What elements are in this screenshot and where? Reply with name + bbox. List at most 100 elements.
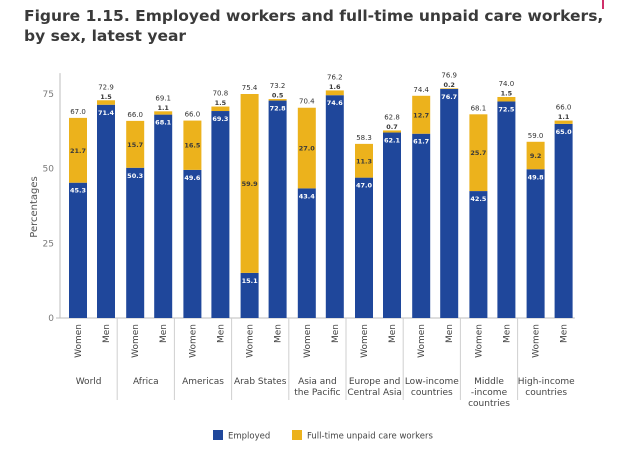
bar-unpaid-care [297, 107, 316, 189]
bar-employed [297, 188, 316, 318]
bar-employed [497, 101, 516, 318]
data-label-total: 59.0 [528, 132, 544, 140]
data-label-employed: 43.4 [299, 192, 316, 200]
bar-unpaid-care [325, 90, 344, 96]
data-label-employed: 42.5 [470, 195, 487, 203]
bar-unpaid-care [440, 88, 459, 89]
data-label-employed: 49.6 [184, 174, 201, 182]
data-label-total: 69.1 [155, 94, 171, 102]
x-group-label: countries [468, 399, 510, 409]
y-tick-label: 0 [48, 314, 54, 324]
x-tick-label-sex: Women [360, 324, 370, 358]
data-label-unpaid: 1.1 [157, 104, 169, 112]
data-label-employed: 65.0 [556, 128, 573, 136]
x-tick-label-sex: Men [102, 324, 112, 343]
data-label-total: 76.9 [441, 71, 457, 79]
x-tick-label-sex: Men [502, 324, 512, 343]
x-tick-label-sex: Men [274, 324, 284, 343]
x-group-label: countries [411, 388, 453, 398]
bar-employed [355, 177, 373, 318]
data-label-unpaid: 1.5 [501, 89, 513, 97]
bar-unpaid-care [97, 100, 115, 105]
bar-unpaid-care [268, 99, 287, 101]
data-label-employed: 50.3 [127, 172, 143, 180]
data-label-unpaid: 12.7 [413, 111, 429, 119]
data-label-total: 66.0 [185, 111, 201, 119]
x-tick-label-sex: Men [159, 324, 169, 343]
bar-unpaid-care [240, 94, 259, 273]
data-label-total: 73.2 [270, 82, 286, 90]
legend: Employed Full-time unpaid care workers [213, 430, 433, 442]
data-label-unpaid: 59.9 [242, 180, 259, 188]
x-group-label: Americas [182, 377, 224, 387]
data-label-unpaid: 0.2 [443, 81, 455, 89]
bar-employed [97, 104, 115, 318]
data-label-total: 76.2 [327, 73, 343, 81]
data-label-unpaid: 21.7 [70, 147, 86, 155]
data-label-total: 66.0 [556, 104, 572, 112]
bar-unpaid-care [412, 95, 431, 134]
data-label-total: 70.4 [299, 98, 315, 106]
data-label-total: 62.8 [384, 113, 400, 121]
legend-item: Employed [213, 430, 270, 442]
x-group-label: Middle [474, 377, 504, 387]
data-label-employed: 61.7 [413, 138, 429, 146]
x-tick-label-sex: Women [74, 324, 84, 358]
x-tick-label-sex: Women [417, 324, 427, 358]
x-tick-label-sex: Women [188, 324, 198, 358]
x-group-label: countries [525, 388, 567, 398]
data-label-unpaid: 1.5 [100, 93, 112, 101]
x-group-label: High-income [518, 377, 575, 387]
bar-unpaid-care [69, 117, 87, 183]
x-tick-label-sex: Men [388, 324, 398, 343]
x-tick-label-sex: Men [216, 324, 226, 343]
data-label-employed: 71.4 [98, 109, 115, 117]
bar-employed [126, 167, 145, 318]
bar-unpaid-care [183, 120, 202, 170]
bar-unpaid-care [383, 130, 401, 133]
data-label-total: 68.1 [471, 104, 487, 112]
x-group-label: -income [471, 388, 508, 398]
legend-item: Full-time unpaid care workers [292, 430, 433, 442]
data-label-employed: 47.0 [356, 182, 373, 190]
data-label-employed: 45.3 [70, 187, 86, 195]
figure-title: Figure 1.15. Employed workers and full-t… [24, 7, 604, 45]
bar-unpaid-care [497, 96, 516, 102]
y-axis-label: Percentages [29, 176, 40, 237]
data-label-employed: 68.1 [155, 119, 172, 127]
x-group-label: Central Asia [347, 388, 402, 398]
data-label-total: 72.9 [98, 83, 114, 91]
legend-swatch-employed [213, 430, 223, 440]
bar-employed [211, 111, 230, 318]
data-label-unpaid: 27.0 [299, 145, 316, 153]
data-label-employed: 69.3 [212, 115, 228, 123]
x-tick-label-sex: Men [445, 324, 455, 343]
bar-employed [154, 114, 173, 318]
data-label-unpaid: 25.7 [470, 149, 486, 157]
y-tick-label: 75 [43, 90, 54, 100]
x-group-label: World [76, 377, 102, 387]
data-label-employed: 72.8 [270, 105, 287, 113]
data-label-employed: 15.1 [242, 277, 259, 285]
data-label-unpaid: 9.2 [530, 152, 542, 160]
x-tick-label-sex: Women [246, 324, 256, 358]
bar-unpaid-care [469, 114, 488, 192]
labels: 45.3 21.7 67.0 Women 71.4 1.5 72.9 Men World 50.3… [70, 71, 575, 409]
data-label-unpaid: 16.5 [184, 142, 201, 150]
x-group-label: Low-income [405, 377, 459, 387]
y-tick-label: 25 [43, 239, 54, 249]
x-tick-label-sex: Women [303, 324, 313, 358]
data-label-unpaid: 1.6 [329, 83, 341, 91]
data-label-total: 75.4 [242, 84, 258, 92]
x-tick-label-sex: Men [331, 324, 341, 343]
bar-employed [69, 182, 87, 318]
bar-employed [325, 95, 344, 318]
data-label-unpaid: 11.3 [356, 157, 372, 165]
legend-label: Employed [228, 432, 270, 442]
bar-employed [183, 169, 202, 318]
data-label-employed: 72.5 [498, 105, 515, 113]
bar-unpaid-care [211, 106, 230, 112]
data-label-employed: 49.8 [528, 173, 545, 181]
bars [69, 88, 573, 318]
